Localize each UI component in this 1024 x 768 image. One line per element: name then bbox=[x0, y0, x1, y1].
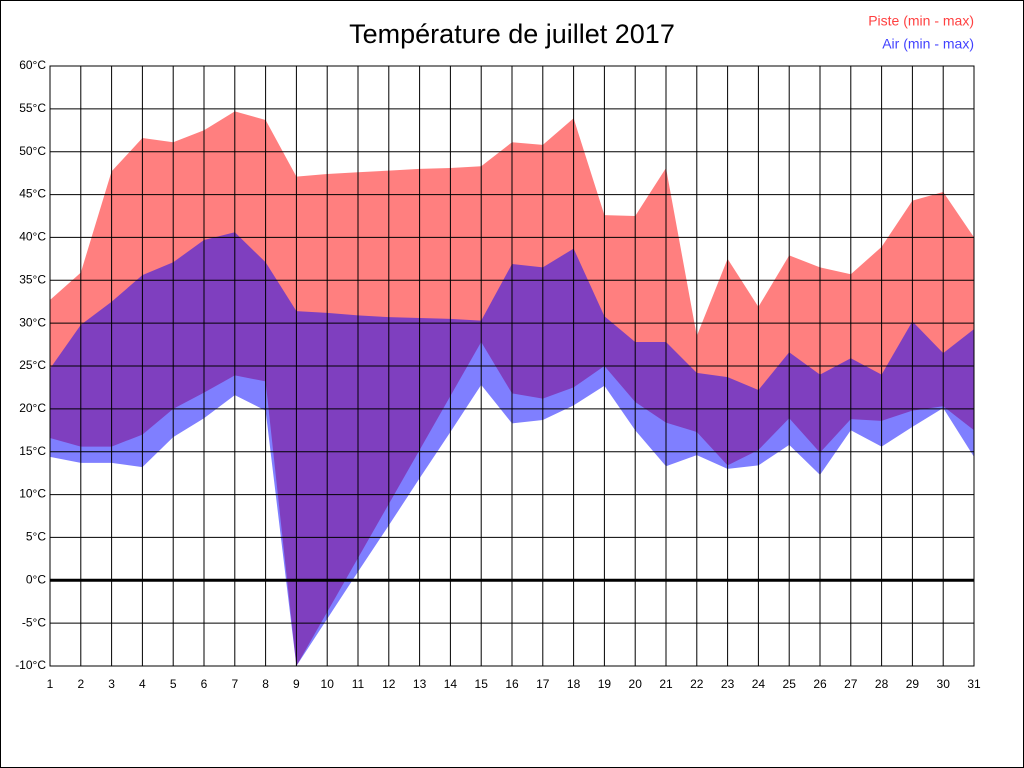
x-tick-label: 25 bbox=[783, 677, 797, 691]
x-tick-label: 5 bbox=[170, 677, 177, 691]
x-tick-label: 1 bbox=[47, 677, 54, 691]
x-tick-label: 14 bbox=[444, 677, 458, 691]
x-tick-label: 27 bbox=[844, 677, 858, 691]
x-tick-label: 8 bbox=[262, 677, 269, 691]
x-tick-label: 24 bbox=[752, 677, 766, 691]
y-tick-label: 40°C bbox=[19, 230, 46, 244]
y-tick-label: 5°C bbox=[26, 530, 46, 544]
x-tick-label: 2 bbox=[77, 677, 84, 691]
y-tick-label: -10°C bbox=[15, 658, 46, 672]
legend-entry: Piste (min - max) bbox=[868, 13, 974, 29]
plot-border bbox=[49, 65, 975, 667]
x-tick-label: 10 bbox=[321, 677, 335, 691]
x-tick-label: 26 bbox=[813, 677, 827, 691]
y-tick-label: 35°C bbox=[19, 272, 46, 286]
y-tick-label: 25°C bbox=[19, 358, 46, 372]
y-tick-label: 0°C bbox=[26, 572, 46, 586]
x-tick-label: 11 bbox=[352, 677, 365, 691]
x-tick-label: 30 bbox=[937, 677, 951, 691]
x-tick-label: 6 bbox=[201, 677, 208, 691]
x-tick-label: 28 bbox=[875, 677, 889, 691]
y-tick-label: 55°C bbox=[19, 101, 46, 115]
legend-entry: Air (min - max) bbox=[882, 36, 974, 52]
y-tick-label: 45°C bbox=[19, 187, 46, 201]
x-tick-label: 23 bbox=[721, 677, 735, 691]
x-tick-label: 16 bbox=[505, 677, 519, 691]
x-tick-label: 21 bbox=[659, 677, 673, 691]
x-tick-label: 12 bbox=[382, 677, 396, 691]
y-tick-label: 30°C bbox=[19, 315, 46, 329]
y-tick-label: 60°C bbox=[19, 58, 46, 72]
y-tick-label: -5°C bbox=[22, 615, 46, 629]
x-tick-label: 13 bbox=[413, 677, 427, 691]
x-tick-label: 18 bbox=[567, 677, 581, 691]
x-tick-label: 20 bbox=[629, 677, 643, 691]
x-tick-label: 29 bbox=[906, 677, 920, 691]
y-tick-label: 15°C bbox=[19, 444, 46, 458]
x-tick-label: 19 bbox=[598, 677, 612, 691]
y-tick-label: 50°C bbox=[19, 144, 46, 158]
x-tick-label: 3 bbox=[108, 677, 115, 691]
range-area bbox=[50, 232, 974, 667]
x-tick-label: 17 bbox=[536, 677, 550, 691]
y-tick-label: 10°C bbox=[19, 487, 46, 501]
x-tick-label: 7 bbox=[231, 677, 238, 691]
x-tick-label: 9 bbox=[293, 677, 300, 691]
x-tick-label: 22 bbox=[690, 677, 704, 691]
x-tick-label: 4 bbox=[139, 677, 146, 691]
chart-title: Température de juillet 2017 bbox=[349, 19, 675, 49]
y-tick-label: 20°C bbox=[19, 401, 46, 415]
x-tick-label: 31 bbox=[967, 677, 981, 691]
x-tick-label: 15 bbox=[475, 677, 489, 691]
